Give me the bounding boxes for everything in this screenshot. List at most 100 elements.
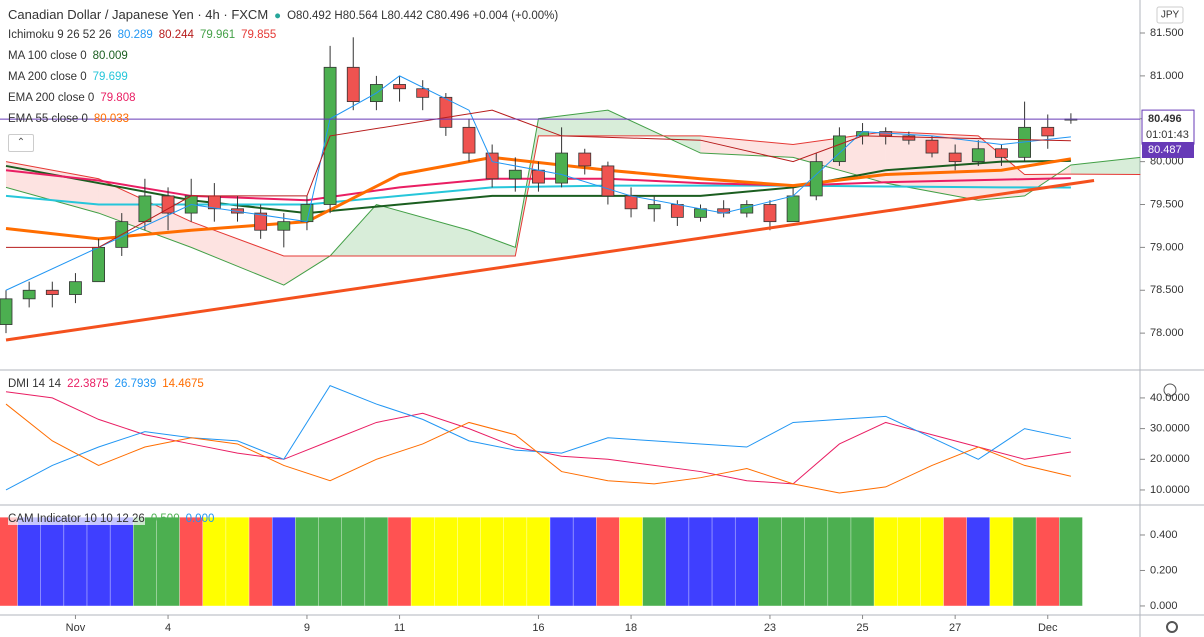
candle-body: [925, 139, 939, 154]
legend-value: 80.009: [92, 50, 128, 62]
candle-body: [254, 212, 268, 231]
candle-body: [995, 148, 1008, 158]
cam-bar: [873, 516, 898, 607]
cam-bar: [827, 516, 852, 607]
candle-body: [485, 152, 499, 180]
candle-body: [69, 281, 82, 295]
x-tick-label: 11: [394, 622, 405, 634]
ichimoku-line: [5, 75, 1071, 291]
candle-body: [1041, 126, 1055, 137]
cam-bar: [202, 516, 227, 607]
candle-body: [22, 289, 36, 300]
x-tick-label: 27: [949, 622, 961, 634]
cam-bar: [410, 516, 435, 607]
legend-row: Ichimoku 9 26 52 26 80.289 80.244 79.961 79.…: [8, 25, 564, 46]
candle-body: [948, 152, 962, 163]
cam-bar: [341, 516, 366, 607]
candle-body: [277, 221, 291, 231]
cam-bar: [943, 516, 967, 607]
ichimoku-cloud: [469, 230, 516, 256]
dmi-line: [5, 403, 1072, 494]
countdown-tag: 01:01:43: [1146, 129, 1189, 141]
currency-box: [1156, 6, 1184, 24]
candle-body: [462, 126, 476, 154]
price-tag: 80.487: [1148, 144, 1182, 156]
legend-value: 79.961: [199, 29, 236, 41]
x-tick-label: Nov: [66, 622, 86, 634]
legend-value: 80.289: [117, 29, 153, 41]
y-tick-label: 78.500: [1150, 284, 1184, 296]
dmi-legend: DMI 14 14 22.3875 26.7939 14.4675: [8, 374, 210, 395]
settings-gear-icon[interactable]: [1166, 621, 1178, 633]
legend-name: EMA 200 close 0: [8, 92, 95, 104]
legend-value: 0.000: [185, 513, 215, 525]
cam-bar: [156, 516, 180, 607]
cam-bar: [989, 516, 1014, 607]
cam-bar: [1012, 516, 1037, 607]
legend-value: 79.855: [241, 29, 277, 41]
candle-body: [902, 135, 916, 141]
candle-body: [92, 246, 105, 283]
status-dot: ●: [274, 10, 282, 22]
pane-settings-icon[interactable]: [1163, 383, 1177, 397]
y-tick-label: 20.0000: [1150, 453, 1190, 465]
cam-bar: [271, 516, 296, 607]
legend-value: 0.500: [150, 513, 180, 525]
cam-bar: [1059, 516, 1083, 607]
ichimoku-cloud: [191, 221, 284, 286]
cam-bar: [526, 516, 551, 607]
moving-average-line: [5, 159, 1071, 215]
cam-bar: [966, 516, 991, 607]
moving-average-line: [5, 169, 1071, 202]
cam-bar: [387, 516, 412, 607]
candle-body: [346, 66, 360, 103]
x-tick-label: 23: [764, 622, 776, 634]
y-tick-label: 0.200: [1150, 564, 1178, 576]
legend-row: EMA 55 close 0 80.033: [8, 109, 564, 130]
y-tick-label: 30.0000: [1150, 423, 1190, 435]
x-tick-label: Dec: [1038, 622, 1058, 634]
y-tick-label: 40.0000: [1150, 392, 1190, 404]
legend-name: MA 100 close 0: [8, 50, 87, 62]
ohlc-readout: O80.492 H80.564 L80.442 C80.496 +0.004 (…: [287, 10, 559, 22]
legend-row: CAM Indicator 10 10 12 26 0.500 0.000: [8, 509, 220, 530]
legend-name: EMA 55 close 0: [8, 113, 88, 125]
x-tick-label: 25: [856, 622, 868, 634]
cam-bar: [711, 516, 736, 607]
collapse-legend-button[interactable]: ⌃: [8, 134, 34, 152]
moving-average-line: [5, 155, 1072, 241]
indicator-title: DMI 14 14: [8, 378, 62, 390]
y-tick-label: 81.500: [1150, 27, 1184, 39]
trend-line: [5, 179, 1095, 342]
cam-bar: [179, 516, 204, 607]
candle-body: [0, 298, 13, 325]
cam-bar: [295, 516, 319, 607]
cam-bar: [225, 516, 250, 607]
legend-row: Canadian Dollar / Japanese Yen · 4h · FX…: [8, 4, 564, 25]
candle-body: [45, 289, 59, 295]
cam-bar: [318, 516, 342, 607]
indicator-title: CAM Indicator 10 10 12 26: [8, 513, 145, 525]
ichimoku-cloud: [376, 204, 469, 256]
x-tick-label: 9: [304, 622, 310, 634]
cam-bar: [734, 516, 759, 607]
candle-body: [300, 204, 314, 223]
cam-bar: [133, 516, 157, 607]
y-tick-label: 81.000: [1150, 70, 1184, 82]
candle-body: [161, 195, 175, 214]
ichimoku-cloud: [1070, 157, 1141, 175]
y-tick-label: 79.500: [1150, 198, 1184, 210]
cam-bar: [0, 516, 18, 607]
ichimoku-line: [6, 109, 1071, 248]
dmi-line: [5, 385, 1072, 491]
candle-body: [601, 165, 615, 197]
y-tick-label: 0.400: [1150, 529, 1178, 541]
legend-row: DMI 14 14 22.3875 26.7939 14.4675: [8, 374, 210, 395]
cam-bar: [920, 516, 944, 607]
legend-value: 14.4675: [162, 378, 204, 390]
cam-bar: [480, 516, 504, 607]
cam-bar: [40, 516, 65, 607]
candle-body: [508, 169, 522, 180]
